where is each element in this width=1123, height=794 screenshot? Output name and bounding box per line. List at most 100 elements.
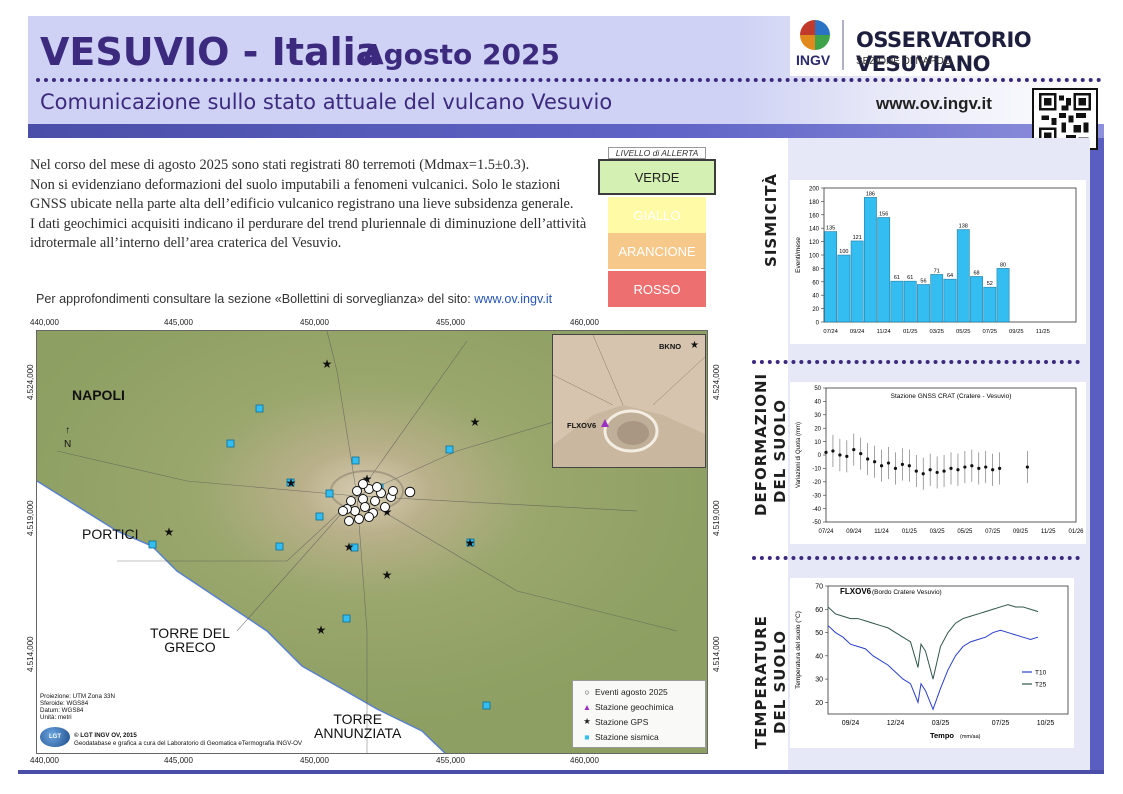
geochemistry-paragraph: I dati geochimici acquisiti indicano il …	[30, 215, 587, 252]
svg-text:★: ★	[344, 540, 355, 554]
page-subtitle: Comunicazione sullo stato attuale del vu…	[40, 90, 613, 114]
seis-ytick-label: 100	[809, 254, 820, 260]
legend-events: ○ Eventi agosto 2025	[573, 684, 705, 699]
deformation-label-line2: DEL SUOLO	[771, 399, 789, 503]
svg-text:★: ★	[382, 505, 393, 519]
seis-xtick-label: 07/25	[983, 329, 998, 335]
gnss-point	[914, 469, 918, 473]
gnss-point	[824, 450, 828, 454]
place-torre-annunziata-line1: TORRE	[333, 711, 383, 727]
seismicity-paragraph: Nel corso del mese di agosto 2025 sono s…	[30, 157, 530, 173]
svg-text:★: ★	[316, 623, 327, 637]
qr-code-graphic	[1039, 93, 1091, 145]
gnss-point	[900, 462, 904, 466]
seis-ytick-label: 40	[812, 294, 819, 300]
logo-separator	[842, 20, 844, 70]
bulletin-text: Nel corso del mese di agosto 2025 sono s…	[30, 156, 590, 254]
map-ytick-left: 4.524,000	[26, 364, 35, 400]
svg-text:★: ★	[382, 568, 393, 582]
temp-ylabel: Temperatura del suolo (°C)	[794, 611, 802, 689]
seis-bar	[877, 217, 891, 323]
svg-text:★: ★	[465, 536, 476, 550]
projection-info: Proiezione: UTM Zona 33N Sferoide: WGS84…	[40, 693, 115, 721]
gnss-xtick-label: 05/25	[957, 529, 973, 535]
deformation-paragraph: Non si evidenziano deformazioni del suol…	[30, 176, 574, 213]
place-torre-del-greco-line1: TORRE DEL	[150, 625, 230, 641]
svg-text:★: ★	[690, 340, 699, 351]
temp-xlabel-unit: (mm/aa)	[960, 734, 981, 740]
page-title: VESUVIO - Italia	[40, 30, 382, 74]
gnss-xtick-label: 01/25	[902, 529, 918, 535]
north-label: N	[64, 439, 72, 450]
gnss-chart-box: Stazione GNSS CRAT (Cratere - Vesuvio) -5…	[790, 382, 1086, 544]
gnss-point	[949, 466, 953, 470]
gnss-point	[963, 465, 967, 469]
temp-ytick-label: 70	[815, 584, 823, 591]
seis-bar-label: 61	[894, 275, 900, 281]
seis-xtick-label: 03/25	[929, 329, 944, 335]
header-dotted-line	[36, 78, 1102, 82]
map-xtick-bottom: 440,000	[30, 756, 59, 765]
gnss-point	[1025, 465, 1029, 469]
ingv-globe-icon	[800, 20, 830, 50]
gnss-point	[956, 468, 960, 472]
place-napoli: NAPOLI	[72, 387, 125, 403]
seis-bar	[930, 274, 944, 323]
more-info-link[interactable]: www.ov.ingv.it	[474, 292, 553, 306]
seis-xtick-label: 01/25	[903, 329, 918, 335]
seis-ytick-label: 140	[809, 227, 820, 233]
map-xtick-bottom: 460,000	[570, 756, 599, 765]
seis-bar	[864, 197, 877, 323]
seis-bar-label: 71	[934, 268, 940, 274]
alert-level-verde: VERDE	[598, 159, 716, 195]
temp-xtick-label: 03/25	[932, 720, 950, 727]
gnss-ytick-label: 30	[814, 413, 821, 419]
temp-xlabel: Tempo	[930, 731, 954, 740]
seis-bar-label: 61	[907, 275, 913, 281]
seis-ytick-label: 200	[809, 187, 820, 193]
seis-ylabel: Eventi/mese	[795, 237, 802, 273]
gnss-point	[935, 470, 939, 475]
gnss-point	[873, 460, 877, 464]
legend-gps: ★ Stazione GPS	[573, 714, 705, 729]
gnss-point	[845, 454, 849, 458]
seis-ytick-label: 120	[809, 240, 820, 246]
seis-ytick-label: 60	[812, 280, 819, 286]
seis-bar	[996, 268, 1010, 323]
place-torre-annunziata-line2: ANNUNZIATA	[314, 725, 402, 741]
gnss-point	[831, 449, 835, 453]
more-info-line: Per approfondimenti consultare la sezion…	[36, 292, 552, 306]
gnss-point	[838, 453, 842, 457]
gnss-point	[984, 465, 988, 469]
temp-ytick-label: 40	[815, 653, 823, 660]
bottom-band	[18, 770, 1104, 774]
gnss-xtick-label: 11/25	[1041, 529, 1056, 535]
gnss-ytick-label: -50	[812, 520, 821, 526]
ov-logo: INGV OSSERVATORIO VESUVIANO SEZIONE DI N…	[790, 14, 1100, 76]
svg-text:★: ★	[322, 357, 333, 371]
temp-legend-label: T25	[1035, 682, 1047, 689]
legend-seismic: ■ Stazione sismica	[573, 729, 705, 744]
map-xtick-bottom: 445,000	[164, 756, 193, 765]
seis-bar-label: 100	[839, 249, 848, 255]
gnss-xtick-label: 07/25	[985, 529, 1001, 535]
map-xtick-top: 440,000	[30, 318, 59, 327]
seis-bar-label: 121	[853, 235, 862, 241]
seis-xtick-label: 09/24	[850, 329, 865, 335]
temperature-section-label: TEMPERATURE DEL SUOLO	[752, 608, 790, 756]
website-link[interactable]: www.ov.ingv.it	[876, 94, 992, 113]
seis-bar-label: 56	[920, 278, 926, 284]
gps-star-icon: ★	[583, 716, 591, 726]
seis-bar	[943, 278, 957, 323]
gnss-chart-title: Stazione GNSS CRAT (Cratere - Vesuvio)	[891, 393, 1012, 400]
temp-legend-label: T10	[1035, 670, 1047, 677]
svg-text:★: ★	[362, 472, 373, 486]
gnss-point	[977, 466, 981, 470]
gnss-point	[970, 464, 974, 468]
temp-xtick-label: 10/25	[1037, 720, 1055, 727]
crater-inset-map[interactable]: BKNO ★ FLXOV6	[552, 334, 706, 468]
gnss-xtick-label: 07/24	[818, 529, 834, 535]
gnss-xtick-label: 01/26	[1068, 529, 1084, 535]
seismicity-section-label: SISMICITÀ	[762, 173, 780, 267]
qr-code-icon[interactable]	[1032, 88, 1098, 150]
